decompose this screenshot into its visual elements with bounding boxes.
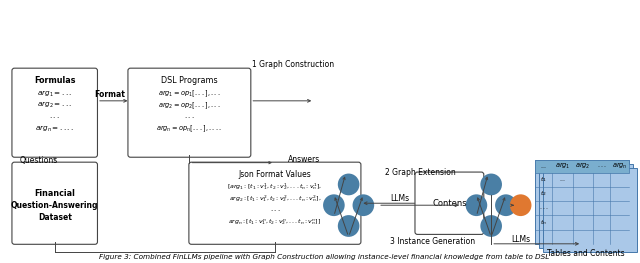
- Text: $[arg_1 : [t_1 : v_1^1, t_2 : v_2^1, ...t_n : v_n^1],$: $[arg_1 : [t_1 : v_1^1, t_2 : v_2^1, ...…: [227, 181, 323, 192]
- FancyBboxPatch shape: [12, 162, 97, 244]
- Text: 1 Graph Construction: 1 Graph Construction: [252, 60, 333, 69]
- Text: Question-Answering: Question-Answering: [11, 201, 99, 210]
- Text: Contens: Contens: [432, 199, 467, 208]
- FancyBboxPatch shape: [415, 172, 484, 234]
- Text: Answers: Answers: [288, 155, 321, 164]
- Text: $t_1$: $t_1$: [540, 175, 547, 184]
- Text: $...$: $...$: [269, 207, 280, 213]
- Bar: [536, 160, 628, 173]
- Text: Json Format Values: Json Format Values: [239, 170, 311, 179]
- Text: $arg_2$: $arg_2$: [575, 161, 591, 171]
- Text: Format: Format: [94, 90, 125, 99]
- Text: $...$: $...$: [539, 206, 548, 211]
- Text: LLMs: LLMs: [390, 194, 410, 203]
- Text: $arg_2 : [t_1 : v_1^2, t_2 : v_2^2, ...t_n : v_n^2],$: $arg_2 : [t_1 : v_1^2, t_2 : v_2^2, ...t…: [228, 193, 321, 204]
- Circle shape: [481, 215, 502, 237]
- Text: 3 Instance Generation: 3 Instance Generation: [390, 237, 475, 246]
- Circle shape: [323, 194, 345, 216]
- Text: ...: ...: [541, 164, 547, 169]
- Text: $...$: $...$: [597, 164, 607, 169]
- Text: $...$: $...$: [49, 114, 60, 120]
- Text: Dataset: Dataset: [38, 213, 72, 222]
- Text: $arg_1 = ...$: $arg_1 = ...$: [37, 88, 72, 99]
- Bar: [536, 160, 628, 244]
- Text: $arg_n : [t_1 : v_1^n, t_2 : v_2^n, ...t_n : v_n^n]]$: $arg_n : [t_1 : v_1^n, t_2 : v_2^n, ...t…: [228, 217, 321, 227]
- Text: $arg_n$: $arg_n$: [612, 161, 627, 171]
- Bar: [540, 164, 633, 248]
- Text: DSL Programs: DSL Programs: [161, 76, 218, 85]
- Text: $arg_2 = op_2[...], ...$: $arg_2 = op_2[...], ...$: [158, 100, 221, 110]
- Text: $arg_n = op_n[...], ....$: $arg_n = op_n[...], ....$: [156, 124, 222, 134]
- Bar: [543, 168, 637, 252]
- Text: 2 Graph Extension: 2 Graph Extension: [385, 168, 456, 177]
- Text: $...$: $...$: [184, 114, 195, 120]
- Circle shape: [510, 194, 531, 216]
- Text: Formulas: Formulas: [34, 76, 76, 85]
- Text: ...: ...: [559, 177, 566, 182]
- Circle shape: [466, 194, 487, 216]
- Text: $arg_n = ....$: $arg_n = ....$: [35, 124, 74, 134]
- Text: $arg_1$: $arg_1$: [555, 161, 570, 171]
- Circle shape: [353, 194, 374, 216]
- Text: Tables and Contents: Tables and Contents: [547, 249, 625, 258]
- Text: LLMs: LLMs: [511, 235, 530, 244]
- Text: Financial: Financial: [35, 189, 75, 198]
- Circle shape: [338, 174, 360, 195]
- Text: $arg_2 = ...$: $arg_2 = ...$: [37, 100, 72, 110]
- Circle shape: [481, 174, 502, 195]
- Text: Questions: Questions: [19, 156, 58, 165]
- Circle shape: [338, 215, 360, 237]
- FancyBboxPatch shape: [189, 162, 361, 244]
- Text: $t_2$: $t_2$: [540, 189, 547, 198]
- FancyBboxPatch shape: [12, 68, 97, 157]
- Text: $t_n$: $t_n$: [540, 218, 547, 227]
- FancyBboxPatch shape: [128, 68, 251, 157]
- Text: $arg_1 = op_1[...], ...$: $arg_1 = op_1[...], ...$: [158, 88, 221, 99]
- Text: Figure 3: Combined FinLLMs pipeline with Graph Construction allowing instance-le: Figure 3: Combined FinLLMs pipeline with…: [99, 254, 549, 260]
- Circle shape: [495, 194, 516, 216]
